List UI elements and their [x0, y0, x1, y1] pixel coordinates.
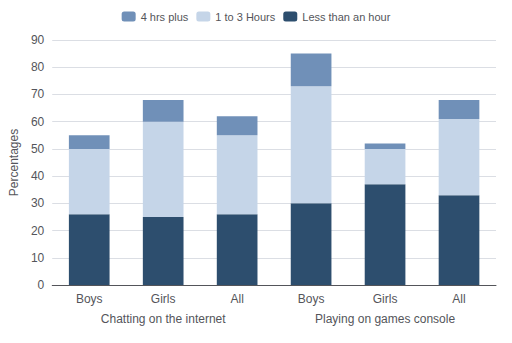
- svg-text:Playing on games console: Playing on games console: [315, 312, 455, 326]
- svg-text:Girls: Girls: [151, 292, 176, 306]
- svg-text:50: 50: [31, 142, 45, 156]
- svg-text:1 to 3 Hours: 1 to 3 Hours: [215, 11, 275, 23]
- svg-text:Chatting on the internet: Chatting on the internet: [101, 312, 226, 326]
- svg-text:30: 30: [31, 196, 45, 210]
- svg-text:All: All: [452, 292, 465, 306]
- svg-text:80: 80: [31, 60, 45, 74]
- svg-text:20: 20: [31, 224, 45, 238]
- svg-text:60: 60: [31, 115, 45, 129]
- svg-text:4 hrs plus: 4 hrs plus: [141, 11, 189, 23]
- svg-text:Girls: Girls: [373, 292, 398, 306]
- svg-text:40: 40: [31, 169, 45, 183]
- svg-text:0: 0: [38, 278, 45, 292]
- svg-text:10: 10: [31, 251, 45, 265]
- svg-text:Boys: Boys: [76, 292, 103, 306]
- svg-text:90: 90: [31, 33, 45, 47]
- svg-text:Boys: Boys: [298, 292, 325, 306]
- svg-text:Percentages: Percentages: [7, 129, 21, 196]
- svg-text:All: All: [230, 292, 243, 306]
- svg-text:70: 70: [31, 87, 45, 101]
- svg-text:Less than an hour: Less than an hour: [302, 11, 390, 23]
